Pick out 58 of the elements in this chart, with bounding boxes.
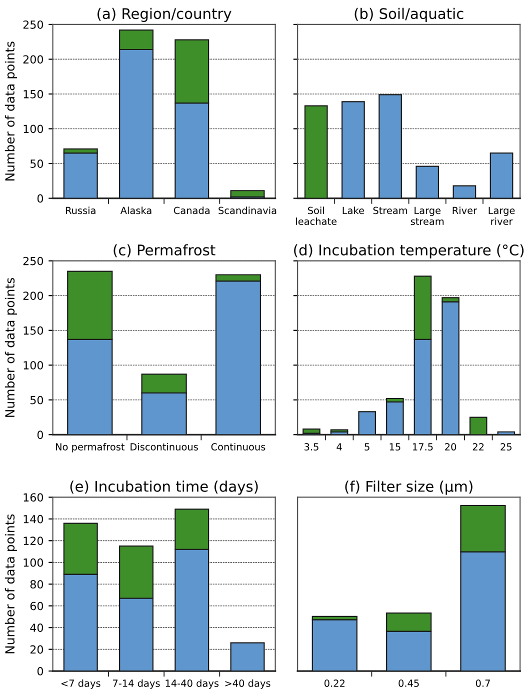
- x-tick-label: River: [452, 206, 478, 214]
- y-tick-label: 160: [24, 493, 44, 502]
- y-tick-label: 250: [23, 256, 44, 266]
- x-tick-label: 4: [336, 443, 342, 450]
- y-tick-label: 0: [37, 667, 44, 676]
- y-tick-label: 140: [24, 514, 44, 524]
- x-tick-label: 0.45: [398, 680, 419, 687]
- x-tick-label: >40 days: [225, 679, 270, 689]
- y-tick-label: 250: [23, 20, 44, 29]
- y-tick-label: 120: [24, 536, 44, 546]
- y-tick-label: 40: [30, 624, 44, 632]
- x-tick-label: 3.5: [304, 443, 318, 451]
- x-tick-label: No permafrost: [56, 442, 125, 452]
- y-tick-label: 100: [24, 124, 44, 134]
- y-axis-title: Number of data points: [4, 514, 18, 654]
- y-tick-label: 60: [30, 602, 44, 610]
- y-tick-label: 100: [24, 558, 44, 567]
- x-tick-label: 7-14 days: [112, 679, 160, 689]
- y-tick-label: 0: [37, 430, 44, 440]
- chart-title: (d) Incubation temperature (°C): [294, 244, 524, 258]
- y-tick-label: 20: [30, 645, 44, 654]
- x-tick-label: 0.7: [476, 680, 490, 687]
- x-tick-label: 20: [445, 443, 456, 451]
- x-tick-label: Alaska: [120, 206, 152, 214]
- x-tick-label: Canada: [174, 206, 210, 214]
- x-tick-label: 22: [472, 443, 484, 450]
- x-tick-label: Large stream: [410, 206, 444, 226]
- y-tick-label: 50: [30, 159, 44, 168]
- y-tick-label: 0: [37, 194, 44, 203]
- x-tick-label: Continuous: [211, 442, 266, 451]
- x-tick-label: Soil leachate: [296, 206, 337, 226]
- x-tick-label: Discontinuous: [130, 442, 198, 451]
- x-tick-label: <7 days: [61, 679, 100, 689]
- chart-title: (a) Region/country: [98, 8, 232, 22]
- y-tick-label: 150: [24, 326, 44, 335]
- chart-title: (b) Soil/aquatic: [354, 8, 464, 22]
- x-tick-label: Russia: [66, 206, 96, 214]
- x-tick-label: 25: [500, 443, 512, 451]
- x-tick-label: 5: [364, 443, 370, 451]
- y-axis-title: Number of data points: [4, 42, 18, 181]
- x-tick-label: Large river: [488, 206, 515, 226]
- x-tick-label: 14-40 days: [166, 679, 219, 689]
- chart-title: (f) Filter size (µm): [345, 480, 472, 495]
- y-tick-label: 80: [30, 580, 44, 589]
- y-tick-label: 150: [24, 90, 44, 98]
- chart-title: (c) Permafrost: [114, 244, 216, 258]
- y-axis-title: Number of data points: [4, 278, 18, 417]
- x-tick-label: 0.22: [324, 680, 344, 687]
- x-tick-label: Scandinavia: [218, 206, 276, 214]
- y-tick-label: 200: [23, 292, 44, 300]
- x-tick-label: 15: [390, 443, 400, 451]
- x-tick-label: Lake: [342, 206, 364, 214]
- x-tick-label: Stream: [373, 206, 408, 214]
- chart-title: (e) Incubation time (days): [70, 480, 258, 495]
- y-tick-label: 50: [30, 396, 44, 404]
- y-tick-label: 200: [23, 55, 44, 64]
- y-tick-label: 100: [24, 361, 44, 370]
- x-tick-label: 17.5: [412, 443, 433, 451]
